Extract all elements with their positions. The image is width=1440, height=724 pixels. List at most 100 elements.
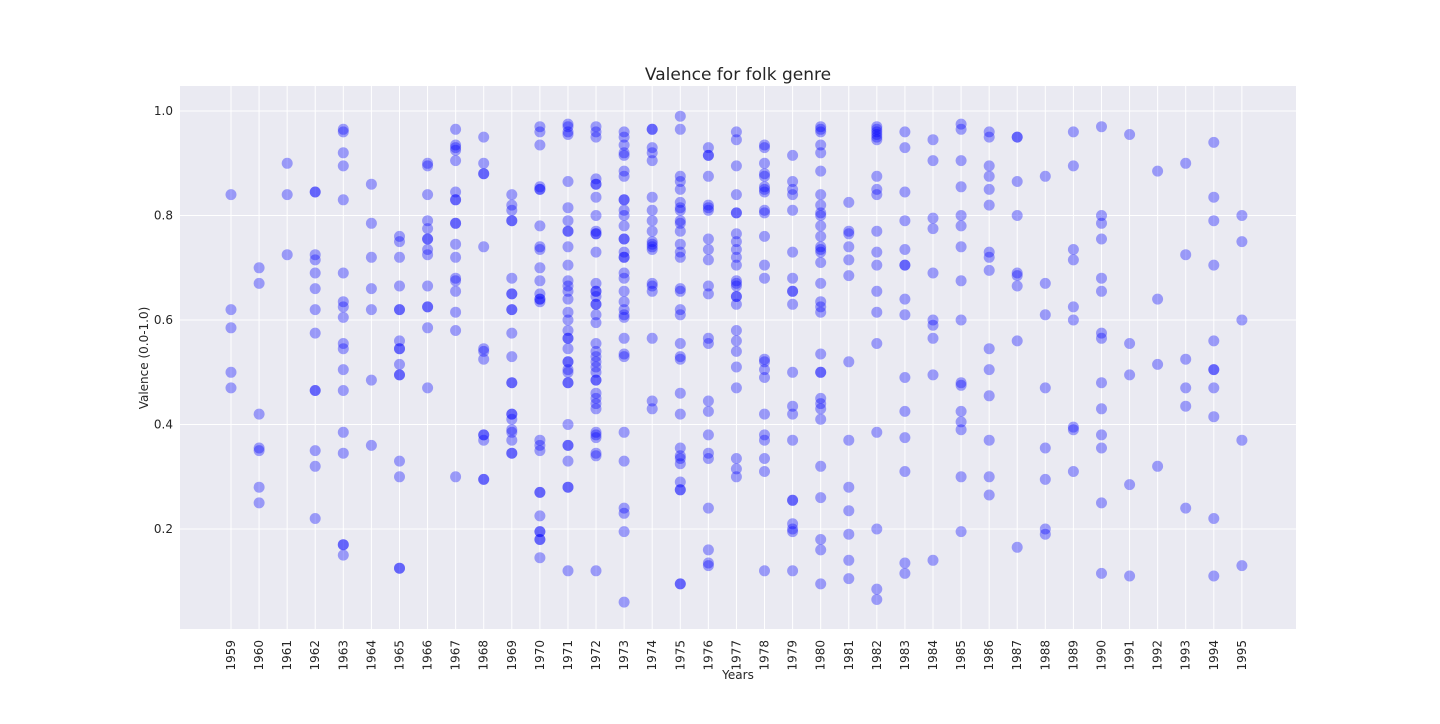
data-point (478, 473, 490, 485)
data-point (1124, 570, 1136, 582)
data-point (225, 304, 237, 316)
data-point (815, 296, 827, 308)
data-point (394, 236, 405, 248)
data-point (1096, 233, 1107, 245)
data-point (1096, 217, 1107, 229)
data-point (730, 207, 742, 219)
data-point (618, 251, 630, 263)
data-point (506, 434, 518, 446)
data-point (674, 183, 686, 195)
data-point (590, 210, 602, 221)
data-point (759, 204, 770, 216)
data-point (365, 178, 377, 190)
data-point (1208, 259, 1220, 271)
data-point (674, 353, 686, 365)
x-tick-label: 1964 (364, 640, 378, 671)
data-point (1011, 210, 1023, 221)
data-point (1236, 314, 1248, 326)
data-point (646, 147, 658, 159)
data-point (450, 238, 462, 250)
data-point (225, 322, 237, 334)
data-point (394, 230, 405, 242)
data-point (702, 202, 714, 214)
data-point (506, 424, 518, 436)
data-point (422, 249, 434, 261)
data-point (1208, 136, 1220, 148)
y-tick-label: 0.4 (154, 418, 173, 432)
data-point (309, 186, 321, 198)
data-point (674, 309, 686, 321)
data-point (674, 408, 686, 420)
data-point (562, 366, 574, 378)
data-point (815, 139, 827, 151)
data-point (1096, 442, 1107, 454)
data-point (646, 191, 658, 203)
data-point (450, 186, 462, 198)
data-point (646, 225, 658, 237)
data-point (534, 526, 546, 538)
data-point (899, 126, 911, 138)
data-point (1039, 523, 1051, 535)
data-point (225, 382, 237, 394)
data-point (815, 392, 827, 404)
data-point (787, 285, 799, 297)
data-point (983, 183, 995, 195)
data-point (309, 304, 321, 316)
data-point (534, 183, 546, 195)
data-point (337, 426, 349, 438)
data-point (759, 364, 770, 376)
data-point (618, 304, 630, 316)
data-point (337, 296, 349, 308)
data-point (815, 241, 827, 253)
data-point (618, 285, 630, 297)
data-point (562, 275, 574, 287)
data-point (674, 170, 686, 182)
data-point (309, 249, 321, 261)
x-tick-label: 1968 (477, 640, 491, 671)
data-point (590, 361, 602, 373)
data-point (730, 280, 742, 292)
data-point (646, 403, 658, 415)
data-point (450, 251, 462, 263)
data-point (506, 377, 518, 389)
data-point (534, 262, 546, 274)
data-point (562, 118, 574, 130)
data-point (927, 314, 939, 326)
data-point (534, 293, 546, 305)
data-point (674, 387, 686, 399)
data-point (871, 594, 883, 605)
data-point (618, 165, 630, 177)
data-point (562, 332, 574, 344)
data-point (618, 204, 630, 216)
data-point (618, 194, 630, 206)
data-point (702, 429, 714, 441)
data-point (702, 149, 714, 161)
data-point (618, 233, 630, 245)
x-tick-label: 1984 (926, 640, 940, 671)
data-point (337, 539, 349, 551)
data-point (730, 335, 742, 347)
data-point (590, 285, 602, 297)
data-point (983, 160, 995, 172)
data-point (983, 246, 995, 258)
data-point (646, 285, 658, 297)
x-axis-label: Years (721, 668, 754, 682)
data-point (562, 126, 574, 138)
data-point (281, 249, 293, 261)
data-point (562, 455, 574, 467)
x-tick-label: 1989 (1066, 640, 1080, 671)
data-point (562, 481, 574, 493)
data-point (674, 304, 686, 316)
data-point (674, 442, 686, 454)
data-point (1067, 466, 1079, 477)
data-point (646, 332, 658, 344)
data-point (674, 453, 686, 464)
data-point (1180, 353, 1192, 365)
data-point (450, 144, 462, 156)
data-point (1180, 502, 1192, 514)
data-point (787, 526, 799, 538)
data-point (281, 157, 293, 169)
data-point (506, 426, 518, 438)
data-point (815, 544, 827, 556)
data-point (618, 296, 630, 308)
